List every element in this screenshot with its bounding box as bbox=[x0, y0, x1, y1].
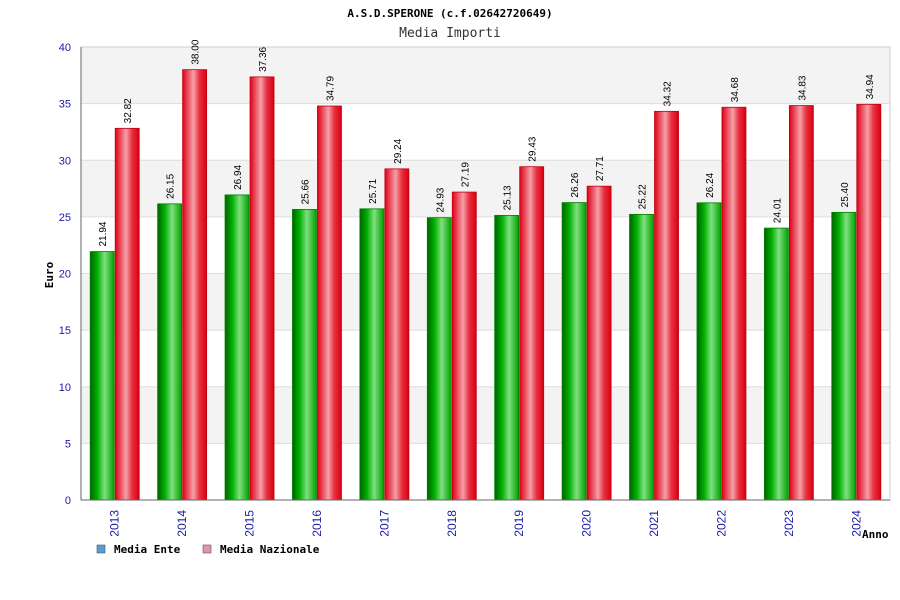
legend-swatch bbox=[96, 544, 106, 554]
data-label: 24.93 bbox=[435, 187, 446, 212]
plot-band bbox=[81, 160, 890, 217]
chart-title: A.S.D.SPERONE (c.f.02642720649) bbox=[347, 7, 552, 20]
plot-band bbox=[81, 443, 890, 500]
y-tick-label: 10 bbox=[59, 382, 71, 394]
x-axis: 2013 2014 2015 2016 2017 2018 2019 2020 2021 2022… bbox=[81, 499, 890, 537]
bar-media-ente bbox=[831, 211, 857, 501]
x-tick-label: 2017 bbox=[377, 510, 391, 537]
data-label: 26.15 bbox=[166, 173, 177, 198]
data-label: 26.94 bbox=[233, 164, 244, 189]
plot-band bbox=[81, 47, 890, 104]
x-tick-label: 2022 bbox=[714, 510, 728, 537]
plot-band bbox=[81, 386, 890, 444]
data-label: 25.22 bbox=[638, 184, 649, 209]
bar-media-ente bbox=[426, 217, 452, 501]
y-tick-label: 15 bbox=[59, 325, 71, 337]
legend: Media Ente Media Nazionale bbox=[96, 543, 320, 556]
bar-media-ente bbox=[359, 208, 385, 501]
bar-media-nazionale bbox=[519, 166, 545, 501]
bar-media-ente bbox=[292, 209, 317, 501]
bar-media-ente bbox=[696, 202, 722, 501]
data-label: 37.36 bbox=[258, 46, 269, 71]
y-tick-label: 35 bbox=[59, 99, 71, 111]
plot-band bbox=[81, 216, 890, 274]
bar-media-nazionale bbox=[856, 103, 882, 501]
x-axis-label: Anno bbox=[862, 528, 889, 541]
plot-band bbox=[81, 330, 890, 387]
data-label: 26.26 bbox=[570, 172, 581, 197]
y-tick-label: 20 bbox=[59, 269, 71, 281]
x-tick-label: 2023 bbox=[782, 510, 796, 537]
bar-media-nazionale bbox=[451, 191, 477, 501]
data-label: 38.00 bbox=[191, 39, 202, 64]
bar-media-nazionale bbox=[317, 105, 342, 501]
bar-media-nazionale bbox=[182, 69, 208, 501]
y-axis: 0 5 10 15 20 25 30 35 40 bbox=[59, 42, 82, 507]
bar-media-nazionale bbox=[384, 168, 410, 501]
bar-media-nazionale bbox=[586, 185, 612, 501]
data-label: 25.13 bbox=[503, 185, 514, 210]
x-tick-label: 2020 bbox=[580, 510, 594, 537]
data-label: 29.43 bbox=[528, 136, 539, 161]
plot-band bbox=[81, 103, 890, 161]
bars-group: 21.94 32.82 26.15 38.00 26.94 37.36 25.66 34.79… bbox=[89, 39, 882, 501]
bar-media-nazionale bbox=[249, 76, 275, 501]
data-label: 25.40 bbox=[840, 182, 851, 207]
data-label: 25.66 bbox=[300, 179, 311, 204]
bar-media-ente bbox=[157, 203, 183, 501]
data-label: 27.19 bbox=[460, 162, 471, 187]
bar-media-nazionale bbox=[721, 106, 747, 501]
data-label: 34.94 bbox=[865, 74, 876, 99]
data-label: 24.01 bbox=[772, 198, 783, 223]
data-label: 21.94 bbox=[98, 221, 109, 246]
x-tick-label: 2016 bbox=[310, 510, 324, 537]
x-tick-label: 2021 bbox=[647, 510, 661, 537]
bar-media-nazionale bbox=[654, 110, 679, 501]
x-tick-label: 2013 bbox=[108, 510, 122, 537]
y-tick-label: 30 bbox=[59, 155, 71, 167]
data-label: 34.79 bbox=[325, 76, 336, 101]
bar-media-nazionale bbox=[788, 105, 814, 501]
data-label: 34.32 bbox=[663, 81, 674, 106]
legend-swatch bbox=[202, 544, 212, 554]
legend-label: Media Nazionale bbox=[220, 543, 320, 556]
y-tick-label: 25 bbox=[59, 212, 71, 224]
bar-media-ente bbox=[561, 202, 587, 501]
bar-media-ente bbox=[224, 194, 250, 501]
bar-media-ente bbox=[763, 227, 789, 501]
x-tick-label: 2014 bbox=[175, 510, 189, 537]
y-axis-label: Euro bbox=[43, 261, 56, 288]
y-tick-label: 0 bbox=[65, 495, 71, 507]
data-label: 29.24 bbox=[393, 138, 404, 163]
data-label: 34.68 bbox=[730, 77, 741, 102]
y-tick-label: 40 bbox=[59, 42, 71, 54]
data-label: 26.24 bbox=[705, 172, 716, 197]
legend-label: Media Ente bbox=[114, 543, 181, 556]
chart-subtitle: Media Importi bbox=[399, 26, 501, 41]
bar-media-ente bbox=[629, 213, 654, 501]
bar-media-nazionale bbox=[114, 127, 140, 501]
plot-background bbox=[80, 46, 891, 501]
bar-media-ente bbox=[89, 251, 115, 501]
x-tick-label: 2024 bbox=[849, 510, 863, 537]
data-label: 25.71 bbox=[368, 178, 379, 203]
x-tick-label: 2019 bbox=[512, 510, 526, 537]
data-label: 34.83 bbox=[797, 75, 808, 100]
x-tick-label: 2015 bbox=[243, 510, 257, 537]
data-label: 27.71 bbox=[595, 156, 606, 181]
bar-media-ente bbox=[494, 215, 520, 501]
plot-band bbox=[81, 273, 890, 331]
data-label: 32.82 bbox=[123, 98, 134, 123]
y-tick-label: 5 bbox=[65, 438, 71, 450]
x-tick-label: 2018 bbox=[445, 510, 459, 537]
